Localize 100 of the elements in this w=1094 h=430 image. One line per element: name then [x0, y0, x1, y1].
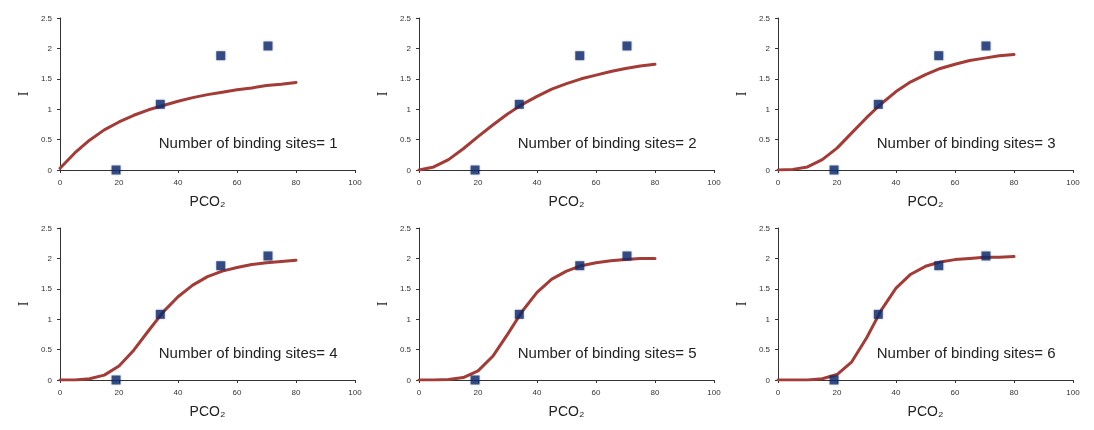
point: [263, 41, 273, 51]
y-tick-label: 0.5: [40, 135, 53, 145]
x-axis-title: PCO₂: [548, 403, 585, 419]
y-tick-label: 0.5: [758, 135, 771, 145]
y-tick-label: 2: [47, 253, 53, 263]
x-tick-label: 60: [591, 387, 601, 397]
point: [155, 99, 165, 109]
x-tick-label: 0: [57, 387, 63, 397]
y-tick-label: 1.5: [399, 74, 412, 84]
y-tick-label: 1.5: [40, 284, 53, 294]
point: [981, 41, 991, 51]
x-tick-label: 100: [707, 387, 722, 397]
annotation: Number of binding sites= 5: [517, 344, 697, 362]
x-tick-label: 100: [348, 387, 363, 397]
x-tick-label: 40: [532, 177, 543, 187]
point: [216, 51, 226, 61]
x-tick-label: 100: [348, 177, 363, 187]
x-axis-title: PCO₂: [189, 193, 226, 209]
x-tick-label: 20: [832, 177, 843, 187]
x-tick-label: 40: [891, 387, 902, 397]
y-tick-label: 0: [765, 375, 771, 385]
y-axis-title: I: [733, 91, 749, 97]
y-tick-label: 1: [406, 314, 412, 324]
point: [575, 261, 585, 271]
y-tick-label: 1: [406, 104, 412, 114]
x-tick-label: 60: [591, 177, 601, 187]
x-axis-title: PCO₂: [907, 193, 944, 209]
x-tick-label: 80: [291, 177, 301, 187]
x-tick-label: 60: [950, 387, 960, 397]
y-tick-label: 2.5: [758, 223, 771, 233]
point: [216, 261, 226, 271]
x-tick-label: 20: [114, 387, 125, 397]
annotation: Number of binding sites= 4: [158, 344, 338, 362]
y-tick-label: 1.5: [40, 74, 53, 84]
x-tick-label: 0: [416, 177, 422, 187]
y-tick-label: 1: [765, 104, 771, 114]
y-tick-label: 2: [765, 43, 771, 53]
annotation: Number of binding sites= 6: [876, 344, 1056, 362]
point: [934, 51, 944, 61]
y-axis-title: I: [374, 301, 390, 307]
x-tick-label: 60: [232, 177, 242, 187]
x-tick-label: 40: [173, 387, 184, 397]
x-tick-label: 80: [650, 387, 660, 397]
x-tick-label: 60: [232, 387, 242, 397]
y-tick-label: 0.5: [399, 135, 412, 145]
point: [934, 261, 944, 271]
y-tick-label: 0: [406, 165, 412, 175]
x-tick-label: 80: [650, 177, 660, 187]
x-tick-label: 20: [473, 177, 484, 187]
y-tick-label: 0: [765, 165, 771, 175]
annotation: Number of binding sites= 3: [876, 134, 1056, 152]
y-tick-label: 2.5: [399, 13, 412, 23]
y-axis-title: I: [15, 91, 31, 97]
point: [829, 165, 839, 175]
y-axis-title: I: [15, 301, 31, 307]
y-axis-title: I: [374, 91, 390, 97]
point: [514, 309, 524, 319]
x-tick-label: 80: [1009, 177, 1019, 187]
y-tick-label: 0.5: [758, 345, 771, 355]
x-tick-label: 20: [473, 387, 484, 397]
x-tick-label: 100: [707, 177, 722, 187]
y-tick-label: 2: [406, 43, 412, 53]
x-tick-label: 100: [1066, 387, 1081, 397]
x-tick-label: 40: [532, 387, 543, 397]
x-tick-label: 100: [1066, 177, 1081, 187]
x-tick-label: 40: [173, 177, 184, 187]
x-axis-title: PCO₂: [189, 403, 226, 419]
point: [981, 251, 991, 261]
y-tick-label: 1.5: [758, 74, 771, 84]
y-tick-label: 2.5: [758, 13, 771, 23]
y-tick-label: 1: [765, 314, 771, 324]
y-tick-label: 0.5: [399, 345, 412, 355]
y-tick-label: 0: [47, 375, 53, 385]
x-tick-label: 0: [416, 387, 422, 397]
point: [514, 99, 524, 109]
point: [155, 309, 165, 319]
x-tick-label: 20: [114, 177, 125, 187]
point: [263, 251, 273, 261]
point: [575, 51, 585, 61]
point: [470, 165, 480, 175]
y-tick-label: 0: [406, 375, 412, 385]
point: [622, 41, 632, 51]
x-tick-label: 20: [832, 387, 843, 397]
y-tick-label: 2: [406, 253, 412, 263]
y-tick-label: 2.5: [399, 223, 412, 233]
annotation: Number of binding sites= 2: [517, 134, 697, 152]
point: [111, 375, 121, 385]
point: [873, 309, 883, 319]
x-tick-label: 0: [775, 177, 781, 187]
y-tick-label: 2.5: [40, 13, 53, 23]
x-tick-label: 40: [891, 177, 902, 187]
point: [111, 165, 121, 175]
x-axis-title: PCO₂: [907, 403, 944, 419]
annotation: Number of binding sites= 1: [158, 134, 338, 152]
y-tick-label: 0: [47, 165, 53, 175]
x-tick-label: 60: [950, 177, 960, 187]
point: [829, 375, 839, 385]
x-tick-label: 0: [775, 387, 781, 397]
point: [873, 99, 883, 109]
point: [470, 375, 480, 385]
